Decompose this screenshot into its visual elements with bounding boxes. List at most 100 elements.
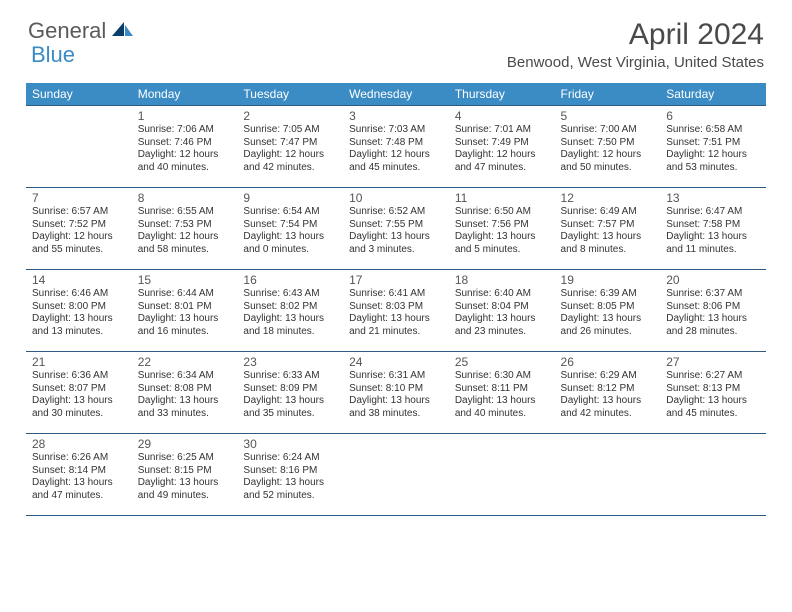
daylight-text-2: and 18 minutes.	[243, 326, 337, 339]
sunrise-text: Sunrise: 6:55 AM	[138, 206, 232, 219]
daylight-text-1: Daylight: 12 hours	[455, 149, 549, 162]
calendar-day-cell: 19Sunrise: 6:39 AMSunset: 8:05 PMDayligh…	[555, 270, 661, 352]
calendar-day-cell: 16Sunrise: 6:43 AMSunset: 8:02 PMDayligh…	[237, 270, 343, 352]
sunrise-text: Sunrise: 6:25 AM	[138, 452, 232, 465]
calendar-week-row: 28Sunrise: 6:26 AMSunset: 8:14 PMDayligh…	[26, 434, 766, 516]
daylight-text-2: and 45 minutes.	[349, 162, 443, 175]
sunset-text: Sunset: 7:49 PM	[455, 137, 549, 150]
daylight-text-2: and 3 minutes.	[349, 244, 443, 257]
day-number: 5	[561, 109, 655, 123]
daylight-text-2: and 38 minutes.	[349, 408, 443, 421]
day-info: Sunrise: 6:44 AMSunset: 8:01 PMDaylight:…	[138, 288, 232, 338]
calendar-day-cell: 28Sunrise: 6:26 AMSunset: 8:14 PMDayligh…	[26, 434, 132, 516]
sunset-text: Sunset: 7:52 PM	[32, 219, 126, 232]
calendar-day-cell: 23Sunrise: 6:33 AMSunset: 8:09 PMDayligh…	[237, 352, 343, 434]
daylight-text-2: and 23 minutes.	[455, 326, 549, 339]
daylight-text-2: and 50 minutes.	[561, 162, 655, 175]
daylight-text-2: and 49 minutes.	[138, 490, 232, 503]
daylight-text-1: Daylight: 13 hours	[666, 313, 760, 326]
calendar-week-row: 7Sunrise: 6:57 AMSunset: 7:52 PMDaylight…	[26, 188, 766, 270]
sunset-text: Sunset: 8:15 PM	[138, 465, 232, 478]
daylight-text-2: and 45 minutes.	[666, 408, 760, 421]
day-info: Sunrise: 6:24 AMSunset: 8:16 PMDaylight:…	[243, 452, 337, 502]
weekday-header: Thursday	[449, 83, 555, 106]
day-number: 14	[32, 273, 126, 287]
calendar-table: SundayMondayTuesdayWednesdayThursdayFrid…	[26, 83, 766, 516]
daylight-text-1: Daylight: 13 hours	[561, 313, 655, 326]
day-number: 15	[138, 273, 232, 287]
sunrise-text: Sunrise: 7:00 AM	[561, 124, 655, 137]
day-info: Sunrise: 6:58 AMSunset: 7:51 PMDaylight:…	[666, 124, 760, 174]
day-number: 22	[138, 355, 232, 369]
sunrise-text: Sunrise: 6:49 AM	[561, 206, 655, 219]
calendar-day-cell: 24Sunrise: 6:31 AMSunset: 8:10 PMDayligh…	[343, 352, 449, 434]
daylight-text-2: and 5 minutes.	[455, 244, 549, 257]
sunset-text: Sunset: 8:03 PM	[349, 301, 443, 314]
calendar-day-cell: 11Sunrise: 6:50 AMSunset: 7:56 PMDayligh…	[449, 188, 555, 270]
logo-text-blue: Blue	[31, 42, 75, 67]
day-number: 27	[666, 355, 760, 369]
sunrise-text: Sunrise: 6:44 AM	[138, 288, 232, 301]
day-number: 10	[349, 191, 443, 205]
day-number: 23	[243, 355, 337, 369]
calendar-day-cell: 22Sunrise: 6:34 AMSunset: 8:08 PMDayligh…	[132, 352, 238, 434]
daylight-text-2: and 58 minutes.	[138, 244, 232, 257]
calendar-day-cell: 21Sunrise: 6:36 AMSunset: 8:07 PMDayligh…	[26, 352, 132, 434]
daylight-text-1: Daylight: 13 hours	[32, 313, 126, 326]
calendar-header-row: SundayMondayTuesdayWednesdayThursdayFrid…	[26, 83, 766, 106]
sunrise-text: Sunrise: 7:05 AM	[243, 124, 337, 137]
day-info: Sunrise: 6:52 AMSunset: 7:55 PMDaylight:…	[349, 206, 443, 256]
daylight-text-2: and 11 minutes.	[666, 244, 760, 257]
day-number: 19	[561, 273, 655, 287]
daylight-text-2: and 55 minutes.	[32, 244, 126, 257]
daylight-text-1: Daylight: 13 hours	[243, 313, 337, 326]
weekday-header: Monday	[132, 83, 238, 106]
day-number: 18	[455, 273, 549, 287]
calendar-body: 1Sunrise: 7:06 AMSunset: 7:46 PMDaylight…	[26, 106, 766, 516]
sunrise-text: Sunrise: 6:40 AM	[455, 288, 549, 301]
calendar-empty-cell	[660, 434, 766, 516]
day-number: 25	[455, 355, 549, 369]
calendar-day-cell: 30Sunrise: 6:24 AMSunset: 8:16 PMDayligh…	[237, 434, 343, 516]
sunrise-text: Sunrise: 6:46 AM	[32, 288, 126, 301]
day-info: Sunrise: 6:26 AMSunset: 8:14 PMDaylight:…	[32, 452, 126, 502]
sunrise-text: Sunrise: 6:31 AM	[349, 370, 443, 383]
calendar-day-cell: 27Sunrise: 6:27 AMSunset: 8:13 PMDayligh…	[660, 352, 766, 434]
title-block: April 2024 Benwood, West Virginia, Unite…	[507, 18, 764, 71]
weekday-header: Friday	[555, 83, 661, 106]
sunset-text: Sunset: 8:00 PM	[32, 301, 126, 314]
sunset-text: Sunset: 8:05 PM	[561, 301, 655, 314]
sunrise-text: Sunrise: 6:52 AM	[349, 206, 443, 219]
sunset-text: Sunset: 7:50 PM	[561, 137, 655, 150]
daylight-text-1: Daylight: 13 hours	[138, 477, 232, 490]
day-info: Sunrise: 6:25 AMSunset: 8:15 PMDaylight:…	[138, 452, 232, 502]
daylight-text-2: and 33 minutes.	[138, 408, 232, 421]
day-info: Sunrise: 7:05 AMSunset: 7:47 PMDaylight:…	[243, 124, 337, 174]
sunset-text: Sunset: 8:16 PM	[243, 465, 337, 478]
sunrise-text: Sunrise: 6:39 AM	[561, 288, 655, 301]
sunset-text: Sunset: 8:12 PM	[561, 383, 655, 396]
sunset-text: Sunset: 8:04 PM	[455, 301, 549, 314]
sunset-text: Sunset: 7:58 PM	[666, 219, 760, 232]
sunset-text: Sunset: 8:09 PM	[243, 383, 337, 396]
day-number: 2	[243, 109, 337, 123]
daylight-text-2: and 47 minutes.	[32, 490, 126, 503]
day-info: Sunrise: 6:36 AMSunset: 8:07 PMDaylight:…	[32, 370, 126, 420]
calendar-empty-cell	[26, 106, 132, 188]
day-info: Sunrise: 6:41 AMSunset: 8:03 PMDaylight:…	[349, 288, 443, 338]
day-number: 11	[455, 191, 549, 205]
calendar-day-cell: 17Sunrise: 6:41 AMSunset: 8:03 PMDayligh…	[343, 270, 449, 352]
sunrise-text: Sunrise: 6:26 AM	[32, 452, 126, 465]
sunset-text: Sunset: 7:48 PM	[349, 137, 443, 150]
sunset-text: Sunset: 8:02 PM	[243, 301, 337, 314]
calendar-day-cell: 8Sunrise: 6:55 AMSunset: 7:53 PMDaylight…	[132, 188, 238, 270]
sunrise-text: Sunrise: 6:37 AM	[666, 288, 760, 301]
sunset-text: Sunset: 8:08 PM	[138, 383, 232, 396]
sunset-text: Sunset: 7:54 PM	[243, 219, 337, 232]
sunrise-text: Sunrise: 6:33 AM	[243, 370, 337, 383]
daylight-text-2: and 16 minutes.	[138, 326, 232, 339]
daylight-text-1: Daylight: 13 hours	[243, 395, 337, 408]
sunrise-text: Sunrise: 6:34 AM	[138, 370, 232, 383]
day-number: 8	[138, 191, 232, 205]
calendar-day-cell: 2Sunrise: 7:05 AMSunset: 7:47 PMDaylight…	[237, 106, 343, 188]
